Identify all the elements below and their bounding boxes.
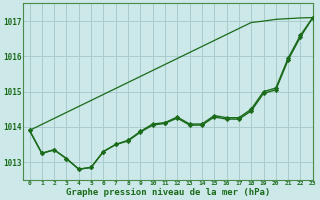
X-axis label: Graphe pression niveau de la mer (hPa): Graphe pression niveau de la mer (hPa) bbox=[66, 188, 270, 197]
